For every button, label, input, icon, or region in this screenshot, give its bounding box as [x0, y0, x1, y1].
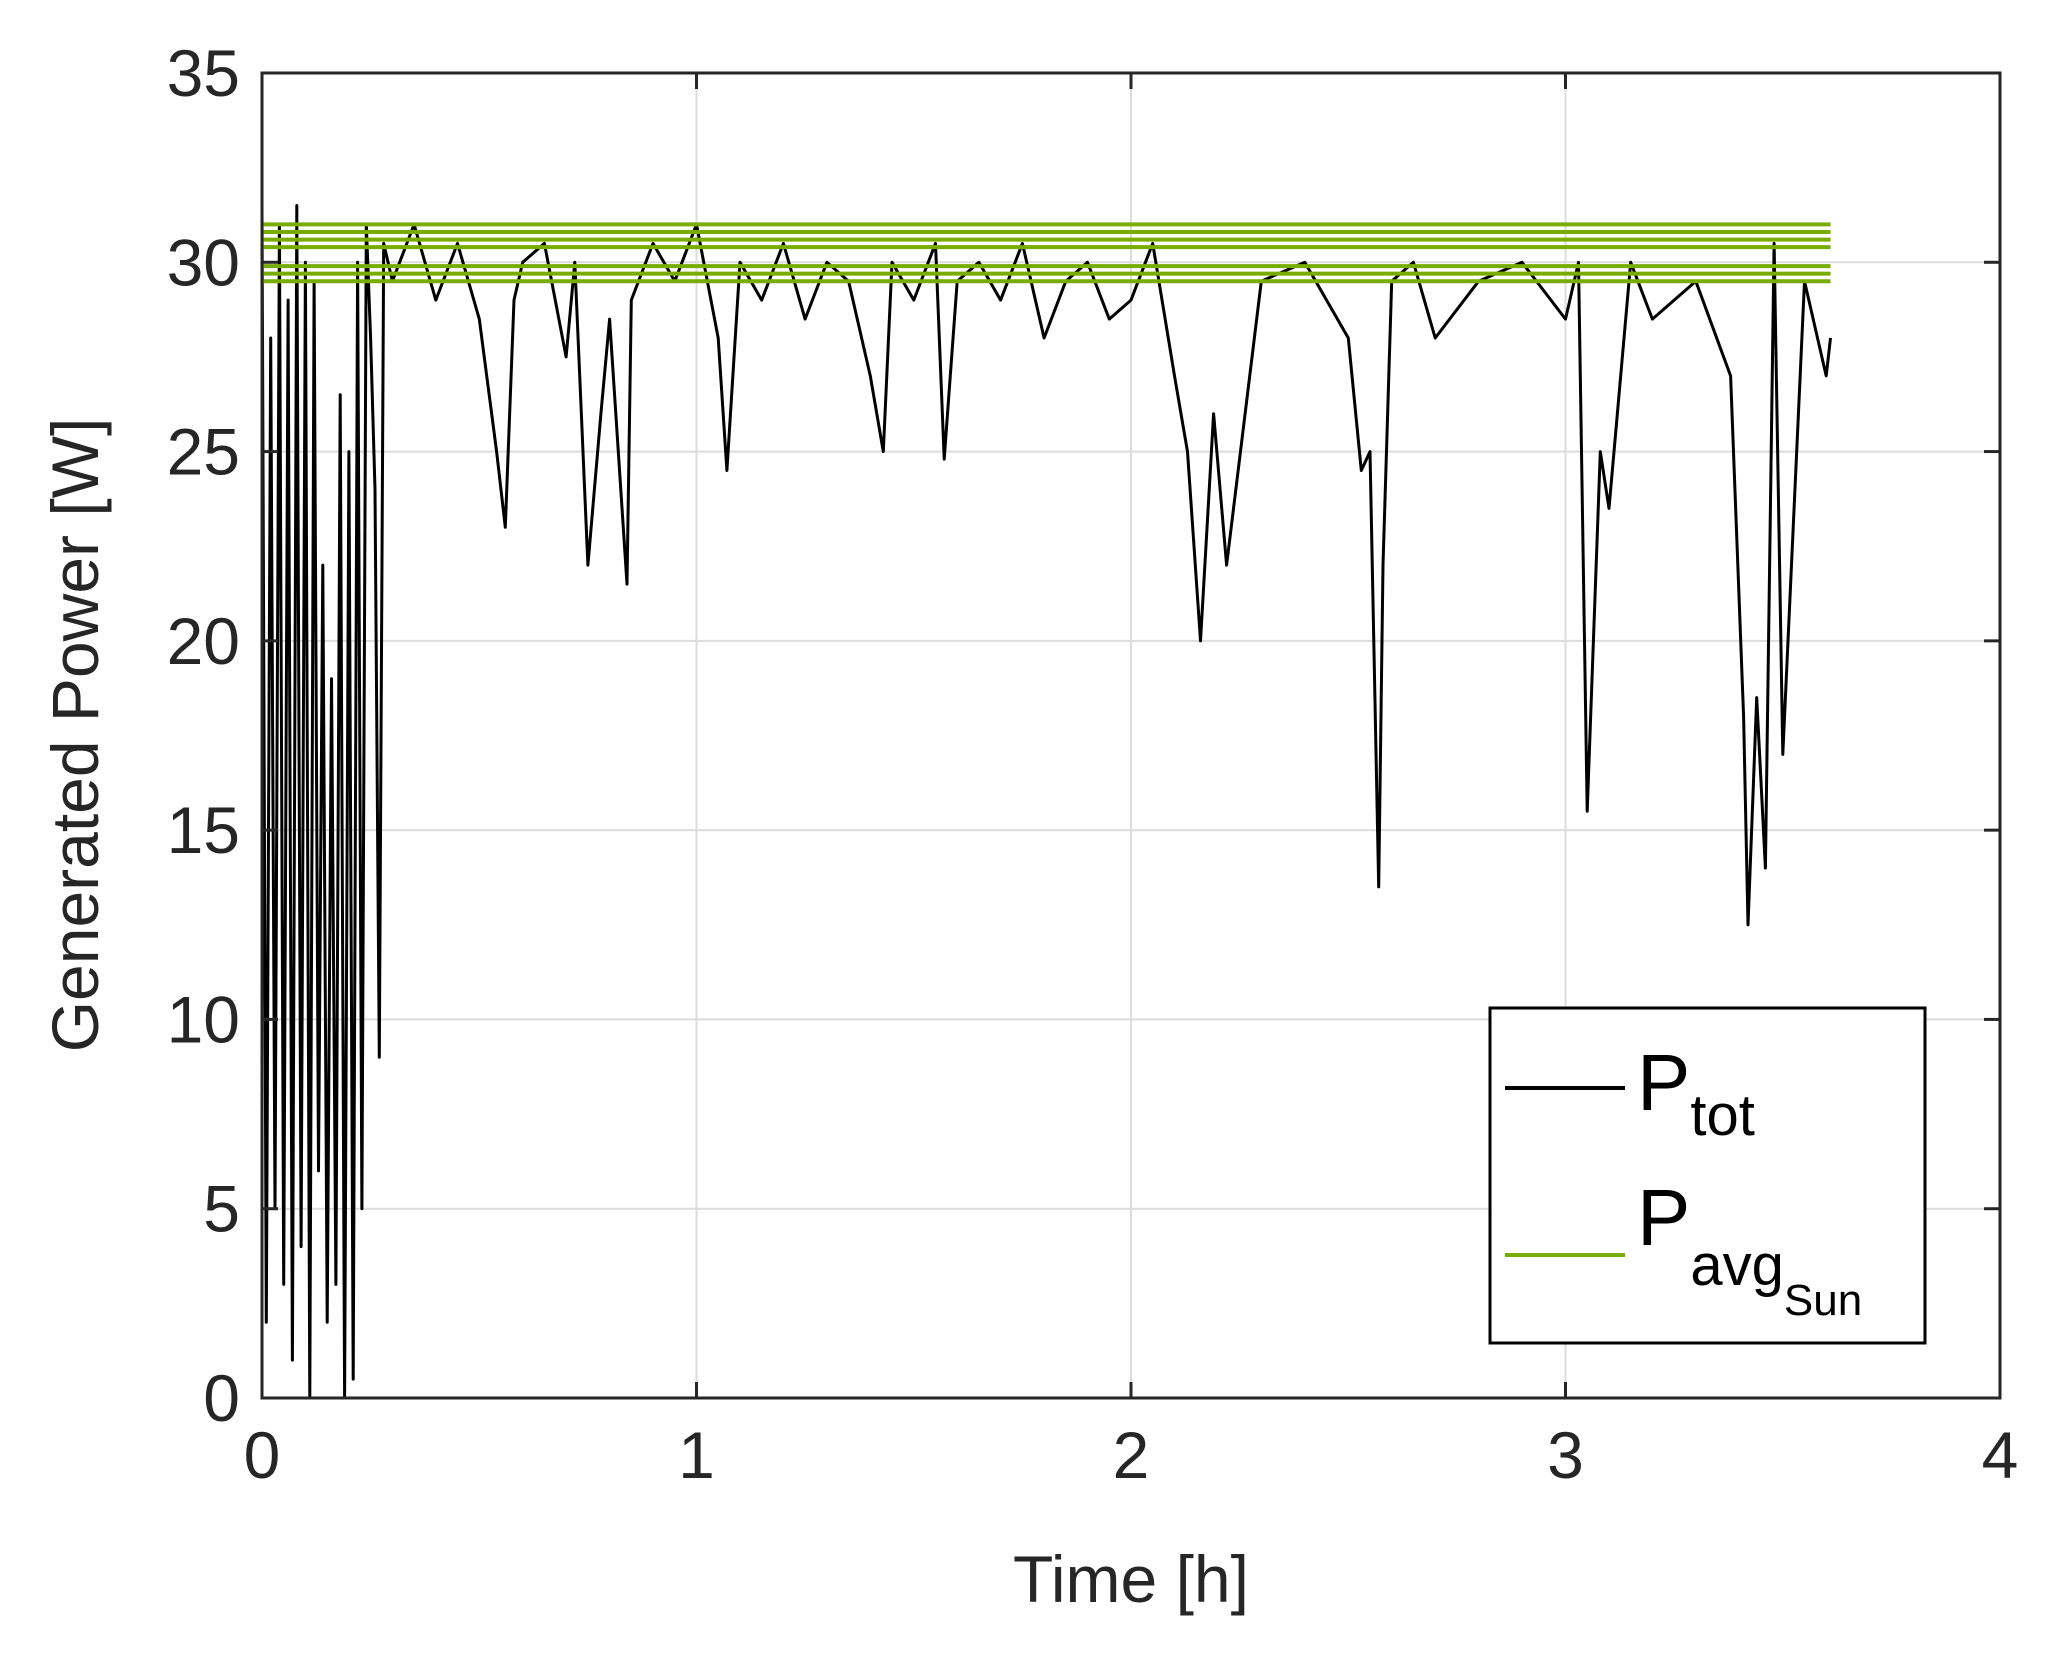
y-tick-label-4: 20: [167, 604, 240, 678]
x-tick-label-3: 3: [1547, 1418, 1584, 1492]
x-tick-label-4: 4: [1982, 1418, 2019, 1492]
y-tick-label-0: 0: [203, 1361, 240, 1435]
y-tick-label-2: 10: [167, 982, 240, 1056]
legend-label-pavg-sun: PavgSun: [1637, 1173, 1862, 1325]
y-tick-labels: 0 5 10 15 20 25 30 35: [167, 36, 240, 1435]
y-tick-label-3: 15: [167, 793, 240, 867]
grid: [262, 73, 2000, 1398]
x-tick-label-2: 2: [1113, 1418, 1150, 1492]
y-axis-label: Generated Power [W]: [38, 418, 112, 1053]
legend: Ptot PavgSun: [1488, 1006, 1927, 1345]
y-tick-label-5: 25: [167, 415, 240, 489]
y-tick-label-7: 35: [167, 36, 240, 110]
ticks: [260, 71, 2002, 1400]
y-tick-label-1: 5: [203, 1172, 240, 1246]
x-tick-labels: 0 1 2 3 4: [244, 1418, 2019, 1492]
x-tick-label-1: 1: [678, 1418, 715, 1492]
x-axis-label: Time [h]: [1013, 1542, 1249, 1616]
series-group: [260, 204, 1832, 1400]
x-tick-label-0: 0: [244, 1418, 281, 1492]
legend-label-ptot: Ptot: [1637, 1038, 1755, 1148]
legend-box: [1488, 1006, 1927, 1345]
y-tick-label-6: 30: [167, 225, 240, 299]
